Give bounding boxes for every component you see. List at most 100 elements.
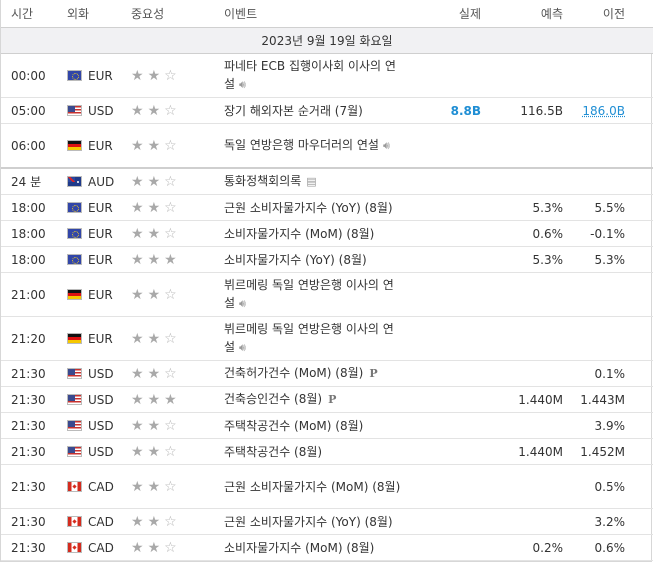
event-name-cell[interactable]: 건축승인건수 (8월) P (224, 386, 409, 413)
event-name-cell[interactable]: 근원 소비자물가지수 (MoM) (8월) (224, 464, 409, 509)
event-name[interactable]: 파네타 ECB 집행이사회 이사의 연설 (224, 59, 396, 91)
event-row[interactable]: 06:00 EUR ★★☆ 독일 연방은행 마우더러의 연설 🔊︎ (1, 123, 653, 169)
event-row[interactable]: 18:00 EUR ★★☆ 근원 소비자물가지수 (YoY) (8월) 5.3% 5.5% (1, 194, 653, 221)
star-filled-icon: ★ (147, 199, 165, 216)
event-actual-cell (409, 412, 489, 439)
event-forecast: 5.3% (532, 200, 564, 215)
event-row[interactable]: 21:30 USD ★★☆ 건축허가건수 (MoM) (8월) P 0.1% (1, 360, 653, 387)
star-empty-icon: ☆ (164, 330, 181, 347)
star-filled-icon: ★ (147, 365, 165, 382)
col-event: 이벤트 (224, 0, 409, 28)
event-row[interactable]: 05:00 USD ★★☆ 장기 해외자본 순거래 (7월) 8.8B 116.5B 186… (1, 97, 653, 124)
event-previous-cell (571, 53, 653, 98)
event-name-cell[interactable]: 근원 소비자물가지수 (YoY) (8월) (224, 508, 409, 535)
event-row[interactable]: 24 분 AUD ★★☆ 통화정책회의록 ▤ (1, 168, 653, 195)
event-row[interactable]: 21:30 CAD ★★☆ 근원 소비자물가지수 (MoM) (8월) 0.5% (1, 464, 653, 509)
flag-de-icon (67, 333, 82, 344)
event-row[interactable]: 00:00 EUR ★★☆ 파네타 ECB 집행이사회 이사의 연설 🔊︎ (1, 53, 653, 98)
star-empty-icon: ☆ (164, 417, 181, 434)
event-row[interactable]: 21:30 USD ★★★ 건축승인건수 (8월) P 1.440M 1.443M (1, 386, 653, 413)
event-name[interactable]: 소비자물가지수 (MoM) (8월) (224, 226, 375, 241)
event-name-cell[interactable]: 주택착공건수 (MoM) (8월) (224, 412, 409, 439)
event-previous[interactable]: 186.0B (582, 103, 625, 118)
star-filled-icon: ★ (147, 173, 165, 190)
importance-stars: ★★☆ (131, 220, 224, 247)
event-name[interactable]: 근원 소비자물가지수 (MoM) (8월) (224, 479, 401, 494)
event-row[interactable]: 21:30 CAD ★★☆ 소비자물가지수 (MoM) (8월) 0.2% 0.6% (1, 534, 653, 561)
event-row[interactable]: 21:30 USD ★★☆ 주택착공건수 (8월) 1.440M 1.452M (1, 438, 653, 465)
col-forecast: 예측 (489, 0, 571, 28)
event-name[interactable]: 건축허가건수 (MoM) (8월) (224, 366, 364, 380)
flag-us-icon (67, 446, 82, 457)
event-actual-cell (409, 508, 489, 535)
event-name-cell[interactable]: 소비자물가지수 (MoM) (8월) (224, 534, 409, 561)
star-filled-icon: ★ (131, 391, 148, 408)
speaker-icon: 🔊︎ (239, 341, 246, 354)
event-name-cell[interactable]: 장기 해외자본 순거래 (7월) (224, 97, 409, 124)
star-empty-icon: ☆ (164, 199, 181, 216)
event-actual-cell (409, 464, 489, 509)
star-empty-icon: ☆ (164, 513, 181, 530)
event-row[interactable]: 18:00 EUR ★★★ 소비자물가지수 (YoY) (8월) 5.3% 5.3% (1, 246, 653, 273)
star-filled-icon: ★ (147, 137, 165, 154)
event-name[interactable]: 통화정책회의록 (224, 174, 302, 188)
importance-stars: ★★☆ (131, 464, 224, 509)
event-name[interactable]: 주택착공건수 (8월) (224, 444, 323, 459)
event-name-cell[interactable]: 뷔르메링 독일 연방은행 이사의 연설 🔊︎ (224, 272, 409, 317)
event-row[interactable]: 21:30 USD ★★☆ 주택착공건수 (MoM) (8월) 3.9% (1, 412, 653, 439)
event-name[interactable]: 독일 연방은행 마우더러의 연설 (224, 138, 379, 152)
event-name-cell[interactable]: 파네타 ECB 집행이사회 이사의 연설 🔊︎ (224, 53, 409, 98)
flag-ca-icon (67, 516, 82, 527)
event-currency-cell: EUR (67, 194, 131, 221)
event-forecast-cell: 0.6% (489, 220, 571, 247)
star-empty-icon: ☆ (164, 286, 181, 303)
event-name-cell[interactable]: 건축허가건수 (MoM) (8월) P (224, 360, 409, 387)
event-name[interactable]: 소비자물가지수 (YoY) (8월) (224, 252, 367, 267)
event-previous-cell: 0.5% (571, 464, 653, 509)
event-forecast-cell (489, 123, 571, 169)
speaker-icon: 🔊︎ (239, 297, 246, 310)
event-name-cell[interactable]: 뷔르메링 독일 연방은행 이사의 연설 🔊︎ (224, 316, 409, 361)
event-previous-cell (571, 123, 653, 169)
event-currency-cell: EUR (67, 53, 131, 98)
event-previous-cell: 0.6% (571, 534, 653, 561)
star-filled-icon: ★ (147, 513, 165, 530)
flag-eu-icon (67, 70, 82, 81)
event-name-cell[interactable]: 독일 연방은행 마우더러의 연설 🔊︎ (224, 123, 409, 169)
importance-stars: ★★☆ (131, 53, 224, 98)
importance-stars: ★★☆ (131, 360, 224, 387)
event-time: 06:00 (1, 123, 67, 169)
event-name-cell[interactable]: 근원 소비자물가지수 (YoY) (8월) (224, 194, 409, 221)
currency: USD (67, 393, 131, 407)
event-name-cell[interactable]: 소비자물가지수 (YoY) (8월) (224, 246, 409, 273)
event-name[interactable]: 소비자물가지수 (MoM) (8월) (224, 540, 375, 555)
event-row[interactable]: 21:00 EUR ★★☆ 뷔르메링 독일 연방은행 이사의 연설 🔊︎ (1, 272, 653, 317)
event-name-cell[interactable]: 주택착공건수 (8월) (224, 438, 409, 465)
event-name-cell[interactable]: 소비자물가지수 (MoM) (8월) (224, 220, 409, 247)
header-row: 시간 외화 중요성 이벤트 실제 예측 이전 (1, 0, 653, 28)
event-name[interactable]: 건축승인건수 (8월) (224, 392, 323, 406)
event-name[interactable]: 근원 소비자물가지수 (YoY) (8월) (224, 514, 393, 529)
currency-code: CAD (88, 540, 114, 555)
event-actual-cell: 8.8B (409, 97, 489, 124)
event-name[interactable]: 뷔르메링 독일 연방은행 이사의 연설 (224, 322, 394, 354)
event-name[interactable]: 장기 해외자본 순거래 (7월) (224, 103, 363, 118)
star-filled-icon: ★ (147, 67, 165, 84)
event-name-cell[interactable]: 통화정책회의록 ▤ (224, 168, 409, 195)
event-forecast-cell (489, 412, 571, 439)
importance-stars: ★★☆ (131, 508, 224, 535)
event-time: 21:30 (1, 508, 67, 535)
event-forecast-cell (489, 464, 571, 509)
star-filled-icon: ★ (131, 330, 148, 347)
event-previous-cell: 0.1% (571, 360, 653, 387)
event-name[interactable]: 근원 소비자물가지수 (YoY) (8월) (224, 200, 393, 215)
event-actual-cell (409, 53, 489, 98)
event-row[interactable]: 21:30 CAD ★★☆ 근원 소비자물가지수 (YoY) (8월) 3.2% (1, 508, 653, 535)
event-name[interactable]: 주택착공건수 (MoM) (8월) (224, 418, 364, 433)
event-row[interactable]: 21:20 EUR ★★☆ 뷔르메링 독일 연방은행 이사의 연설 🔊︎ (1, 316, 653, 361)
event-forecast-cell: 0.2% (489, 534, 571, 561)
event-name[interactable]: 뷔르메링 독일 연방은행 이사의 연설 (224, 278, 394, 310)
event-row[interactable]: 18:00 EUR ★★☆ 소비자물가지수 (MoM) (8월) 0.6% -0.1% (1, 220, 653, 247)
speaker-icon: 🔊︎ (239, 78, 246, 91)
